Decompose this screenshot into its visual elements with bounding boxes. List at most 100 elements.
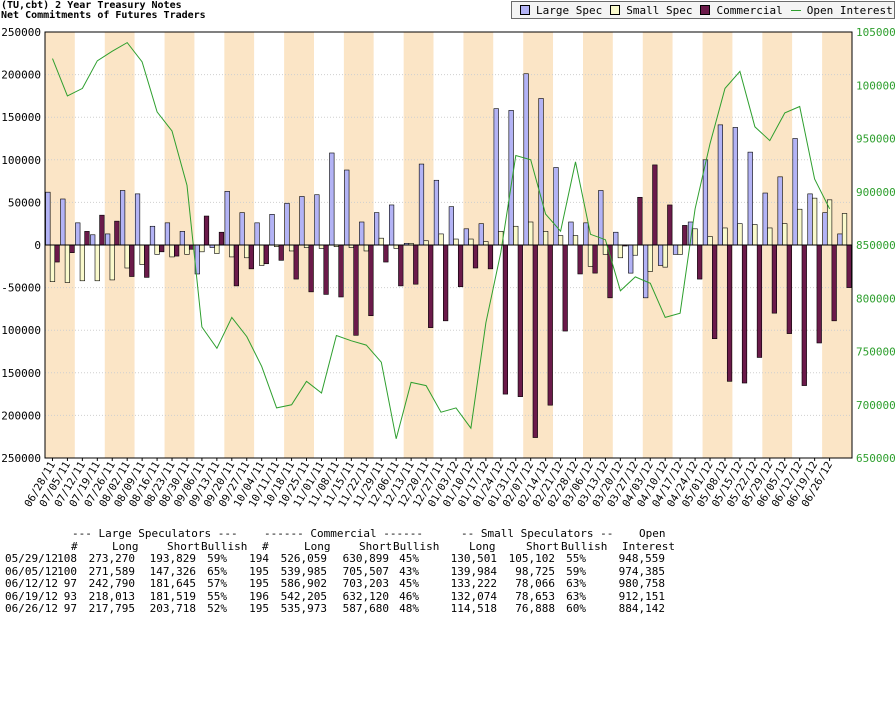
table-cell-sb: 59% [566,564,586,578]
bar-large-spec [314,194,320,246]
bar-commercial [457,244,464,288]
bar-commercial [233,244,240,287]
bar-large-spec [493,108,499,246]
table-cell-ln: 97 [63,602,77,615]
table-cell-lb: 65% [207,564,227,578]
table-cell-sb: 63% [566,577,586,590]
table-cell-sb: 63% [566,589,586,603]
cot-chart: 250000 200000 150000 100000 50000 0 -50000 -100… [0,26,896,509]
bar-commercial [577,244,583,275]
bar-small-spec [528,221,534,246]
bar-large-spec [807,193,813,246]
bar-large-spec [119,190,126,246]
y-right-tick-label: 900000 [856,186,896,199]
legend-item-small-spec: Small Spec [610,4,692,17]
table-cell-ln: 108 [57,552,77,565]
bar-small-spec [259,244,265,266]
bar-small-spec [318,244,325,249]
table-cell-ss: 76,888 [515,602,555,615]
bar-commercial [712,244,718,340]
table-cell-ll: 273,270 [88,552,135,565]
bar-commercial [218,231,225,246]
bar-large-spec [463,228,469,246]
bar-large-spec [299,196,305,246]
table-cell-cl: 539,985 [280,564,327,578]
col-header-long: Long [304,539,331,553]
table-cell-cl: 586,902 [280,577,327,590]
y-left-tick-label: 0 [34,239,41,252]
table-row: 06/26/12 97 217,795 203,718 52% 195 535,973 587… [0,602,665,616]
table-cell-lb: 55% [207,589,227,603]
bar-large-spec [478,223,484,246]
bar-large-spec [239,212,245,246]
table-cell-oi: 884,142 [618,602,665,615]
bar-small-spec [184,244,190,255]
table-cell-cs: 632,120 [342,589,389,603]
bar-commercial [308,244,314,293]
bar-commercial [756,244,763,358]
bar-commercial [532,244,538,438]
bar-large-spec [359,221,365,246]
bar-small-spec [214,244,220,254]
table-cell-cs: 630,899 [342,552,389,565]
y-right-tick-label: 650000 [856,452,896,465]
table-cell-cb: 48% [399,602,419,615]
table-row: 06/12/12 97 242,790 181,645 57% 195 586,902 703… [0,577,665,591]
bar-small-spec [378,237,384,246]
bar-commercial [652,164,658,246]
bar-small-spec [229,244,235,258]
bar-large-spec [657,244,664,266]
bar-small-spec [49,244,56,282]
bar-commercial [801,244,807,386]
table-cell-sb: 60% [566,602,586,615]
table-cell-ln: 93 [63,589,77,603]
bar-commercial [517,244,523,397]
bar-small-spec [722,227,728,246]
bar-large-spec [134,193,141,246]
table-row: 06/19/12 93 218,013 181,519 55% 196 542,205 632… [0,590,665,604]
col-header-short: Short [167,539,201,553]
bar-commercial [248,244,254,270]
bar-large-spec [583,222,589,246]
table-cell-ls: 181,645 [149,577,196,590]
bar-commercial [726,244,733,382]
bar-small-spec [543,231,549,246]
table-cell-cb: 46% [399,589,419,603]
commercial-swatch [700,5,711,15]
bar-commercial [786,244,792,334]
bar-commercial [129,244,135,277]
y-right-tick-label: 750000 [856,346,896,359]
bar-small-spec [94,244,100,282]
bar-large-spec [254,222,260,246]
bar-commercial [159,244,165,253]
bar-large-spec [598,190,604,246]
legend-label: Small Spec [626,3,693,17]
bar-commercial [816,244,822,344]
table-cell-date: 06/12/12 [5,577,58,590]
table-cell-ll: 218,013 [88,589,135,603]
y-left-tick-label: -250000 [0,452,41,465]
table-cell-ln: 97 [63,577,77,590]
bar-small-spec [363,244,369,252]
bar-small-spec [423,240,429,246]
bar-small-spec [812,197,818,246]
table-cell-sl: 130,501 [450,552,497,565]
bar-large-spec [269,214,275,246]
bar-small-spec [662,244,668,268]
table-cell-date: 06/05/12 [5,564,58,578]
table-cell-ll: 242,790 [88,577,135,590]
bar-large-spec [792,138,798,246]
bar-commercial [69,244,75,253]
bar-commercial [99,214,105,246]
y-left-tick-label: 100000 [1,154,41,167]
bar-large-spec [45,191,51,246]
table-cell-cl: 535,973 [280,602,327,615]
col-header-long: Long [112,539,139,553]
bar-commercial [771,244,778,314]
bar-small-spec [393,244,399,249]
table-cell-cs: 703,203 [342,577,389,590]
bar-commercial [607,244,613,299]
bar-small-spec [288,244,295,252]
table-cell-cb: 45% [399,577,419,590]
table-cell-cb: 43% [399,564,419,578]
